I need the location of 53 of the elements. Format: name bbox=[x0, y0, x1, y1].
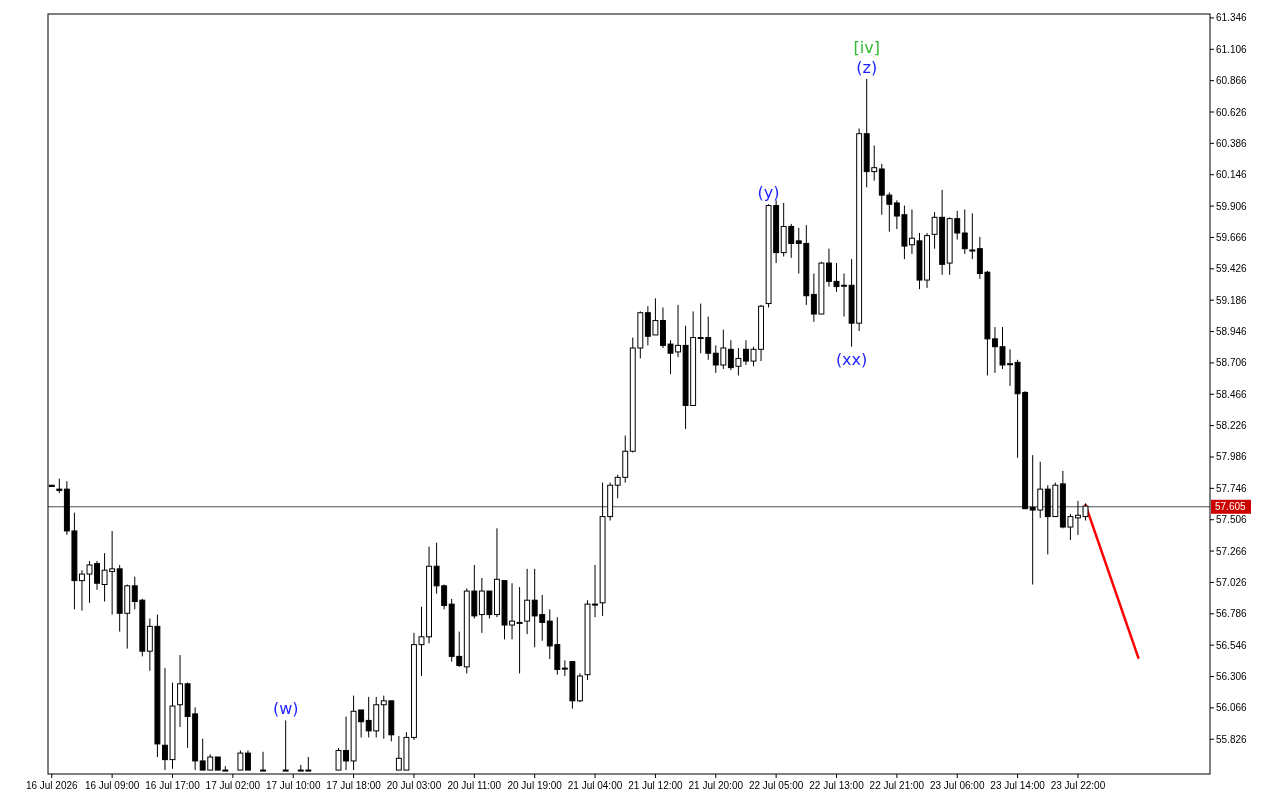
y-tick-label: 61.106 bbox=[1216, 43, 1248, 55]
y-tick-label: 58.706 bbox=[1216, 357, 1248, 369]
candlestick bbox=[524, 568, 531, 635]
candlestick bbox=[260, 751, 266, 772]
x-tick-label: 16 Jul 17:00 bbox=[145, 780, 201, 791]
y-tick-label: 56.306 bbox=[1216, 671, 1248, 683]
y-tick-label: 57.746 bbox=[1216, 482, 1248, 494]
x-tick-label: 20 Jul 11:00 bbox=[447, 780, 502, 791]
x-tick-label: 20 Jul 19:00 bbox=[507, 780, 563, 791]
x-tick-label: 23 Jul 14:00 bbox=[990, 780, 1046, 791]
candlestick bbox=[969, 212, 976, 260]
x-tick-label: 21 Jul 04:00 bbox=[567, 780, 623, 791]
y-tick-label: 61.346 bbox=[1216, 12, 1248, 24]
x-tick-label: 23 Jul 22:00 bbox=[1050, 780, 1106, 791]
y-tick-label: 58.946 bbox=[1216, 326, 1248, 338]
y-tick-label: 57.506 bbox=[1216, 514, 1248, 526]
ref-line-label: 57.605 bbox=[1215, 501, 1247, 513]
x-tick-label: 17 Jul 18:00 bbox=[326, 780, 382, 791]
annotation: [iv] bbox=[853, 37, 880, 57]
y-tick-label: 59.906 bbox=[1216, 200, 1248, 212]
x-tick-label: 16 Jul 2026 bbox=[25, 780, 79, 791]
x-tick-label: 20 Jul 03:00 bbox=[386, 780, 442, 791]
candlestick bbox=[282, 719, 289, 772]
annotation: (y) bbox=[757, 183, 780, 203]
y-tick-label: 60.146 bbox=[1216, 169, 1248, 181]
candlestick bbox=[961, 208, 968, 255]
y-tick-label: 59.666 bbox=[1216, 231, 1248, 243]
y-tick-label: 56.066 bbox=[1216, 702, 1248, 714]
y-tick-label: 60.386 bbox=[1216, 137, 1248, 149]
x-tick-label: 22 Jul 05:00 bbox=[748, 780, 804, 791]
y-tick-label: 58.466 bbox=[1216, 388, 1248, 400]
x-tick-label: 17 Jul 10:00 bbox=[265, 780, 321, 791]
y-tick-label: 56.546 bbox=[1216, 639, 1248, 651]
x-tick-label: 22 Jul 13:00 bbox=[809, 780, 865, 791]
y-tick-label: 59.426 bbox=[1216, 263, 1248, 275]
annotation: (xx) bbox=[835, 349, 868, 369]
y-tick-label: 60.626 bbox=[1216, 106, 1248, 118]
annotation: (z) bbox=[856, 57, 878, 77]
y-tick-label: 58.226 bbox=[1216, 420, 1248, 432]
y-tick-label: 60.866 bbox=[1216, 75, 1248, 87]
x-tick-label: 23 Jul 06:00 bbox=[929, 780, 985, 791]
y-tick-label: 57.266 bbox=[1216, 545, 1248, 557]
x-tick-label: 21 Jul 12:00 bbox=[628, 780, 684, 791]
y-tick-label: 55.826 bbox=[1216, 733, 1248, 745]
x-tick-label: 16 Jul 09:00 bbox=[84, 780, 140, 791]
y-tick-label: 59.186 bbox=[1216, 294, 1248, 306]
x-tick-label: 17 Jul 02:00 bbox=[205, 780, 261, 791]
annotation: (w) bbox=[272, 699, 299, 719]
y-tick-label: 57.986 bbox=[1216, 451, 1248, 463]
y-tick-label: 56.786 bbox=[1216, 608, 1248, 620]
x-tick-label: 22 Jul 21:00 bbox=[869, 780, 925, 791]
x-tick-label: 21 Jul 20:00 bbox=[688, 780, 744, 791]
y-tick-label: 57.026 bbox=[1216, 576, 1248, 588]
